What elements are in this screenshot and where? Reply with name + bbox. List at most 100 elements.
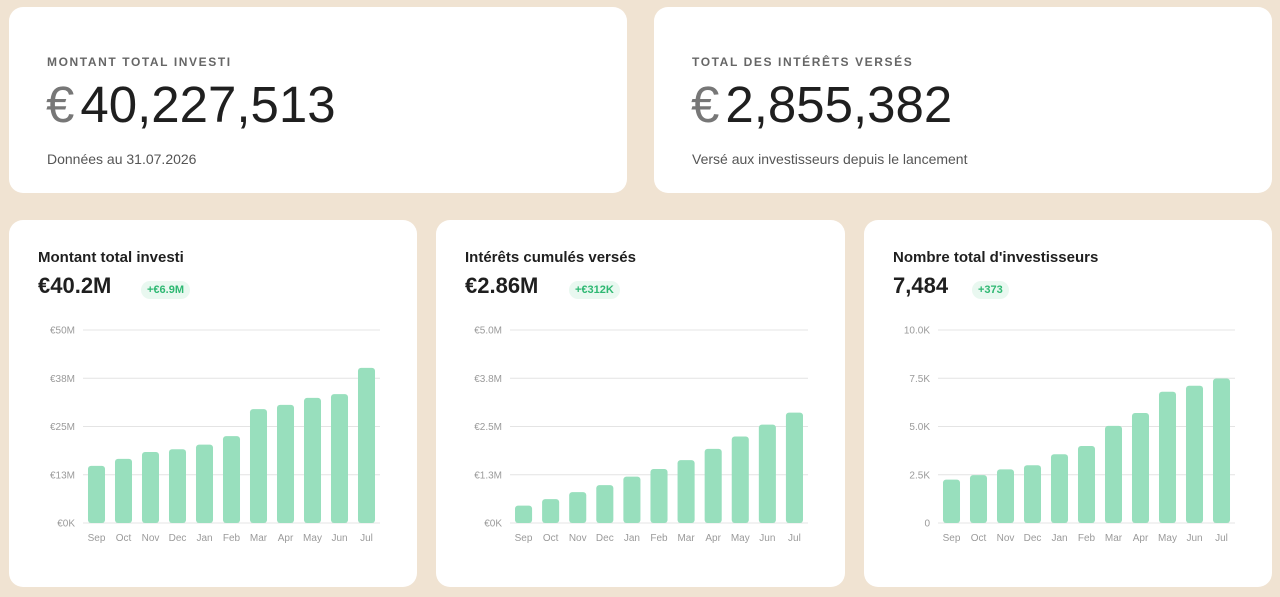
currency-symbol: €: [691, 76, 720, 133]
x-tick-label: Apr: [1133, 533, 1149, 544]
y-tick-label: €25M: [50, 422, 75, 433]
x-tick-label: Apr: [278, 533, 294, 544]
x-tick-label: Feb: [223, 533, 241, 544]
y-tick-label: €3.8M: [474, 374, 502, 385]
chart-card-interest: Intérêts cumulés versés €2.86M +€312K €0…: [436, 220, 845, 587]
bar-jun[interactable]: [1185, 385, 1204, 523]
y-tick-label: €1.3M: [474, 470, 502, 481]
bar-oct[interactable]: [969, 475, 988, 523]
bar-sep[interactable]: [942, 479, 961, 523]
bar-nov[interactable]: [141, 451, 160, 523]
x-tick-label: May: [731, 533, 750, 544]
x-tick-label: Mar: [1105, 533, 1123, 544]
x-tick-label: Jul: [788, 533, 801, 544]
bar-jan[interactable]: [623, 476, 641, 523]
y-tick-label: 0: [924, 519, 930, 530]
bar-mar[interactable]: [249, 409, 268, 523]
y-tick-label: 10.0K: [904, 326, 930, 337]
currency-symbol: €: [46, 76, 75, 133]
bar-may[interactable]: [303, 397, 322, 523]
x-tick-label: Jan: [196, 533, 212, 544]
x-tick-label: May: [1158, 533, 1177, 544]
bar-jul[interactable]: [1212, 378, 1231, 523]
x-tick-label: Nov: [997, 533, 1015, 544]
bar-chart: 0 2.5K 5.0K 7.5K 10.0K Sep Oct Nov Dec Jan Feb Mar A…: [904, 326, 1235, 544]
bar-may[interactable]: [1158, 391, 1177, 523]
bar-dec[interactable]: [596, 485, 614, 523]
x-tick-label: Nov: [142, 533, 160, 544]
bar-mar[interactable]: [677, 460, 695, 523]
x-tick-label: May: [303, 533, 322, 544]
chart-card-total-invested: Montant total investi €40.2M +€6.9M €0K €…: [9, 220, 417, 587]
delta-badge: +373: [972, 281, 1009, 299]
bar-jul[interactable]: [357, 367, 376, 523]
bar-chart: €0K €1.3M €2.5M €3.8M €5.0M Sep Oct Nov Dec Jan Fe…: [474, 326, 808, 544]
bar-jun[interactable]: [758, 424, 776, 523]
bar-may[interactable]: [731, 436, 749, 523]
x-tick-label: Jun: [1186, 533, 1202, 544]
x-tick-label: Dec: [169, 533, 187, 544]
stat-subtext: Versé aux investisseurs depuis le lancem…: [692, 151, 968, 167]
x-tick-label: Sep: [88, 533, 106, 544]
chart-headline: €40.2M: [38, 273, 112, 298]
bar-jun[interactable]: [330, 394, 349, 523]
bar-feb[interactable]: [1077, 445, 1096, 523]
x-tick-label: Dec: [596, 533, 614, 544]
x-tick-label: Mar: [250, 533, 268, 544]
bar-sep[interactable]: [87, 465, 106, 523]
x-tick-label: Nov: [569, 533, 587, 544]
y-tick-label: €38M: [50, 374, 75, 385]
bar-mar[interactable]: [1104, 425, 1123, 523]
x-tick-label: Jun: [759, 533, 775, 544]
y-tick-label: €0K: [484, 519, 502, 530]
bar-jan[interactable]: [195, 444, 214, 523]
stat-value: €40,227,513: [46, 79, 336, 130]
x-tick-label: Feb: [1078, 533, 1096, 544]
x-tick-label: Dec: [1024, 533, 1042, 544]
x-tick-label: Jan: [624, 533, 640, 544]
stat-amount: 2,855,382: [725, 76, 953, 133]
x-tick-label: Sep: [515, 533, 533, 544]
chart-title: Nombre total d'investisseurs: [893, 249, 1099, 266]
x-tick-label: Jul: [360, 533, 373, 544]
y-tick-label: €5.0M: [474, 326, 502, 337]
bar-chart: €0K €13M €25M €38M €50M Sep Oct Nov Dec Jan Feb Mar…: [50, 326, 380, 544]
y-tick-label: 2.5K: [909, 470, 930, 481]
bar-feb[interactable]: [222, 436, 241, 523]
stat-label: TOTAL DES INTÉRÊTS VERSÉS: [692, 55, 914, 69]
chart-card-investors: Nombre total d'investisseurs 7,484 +373 …: [864, 220, 1272, 587]
x-tick-label: Oct: [116, 533, 132, 544]
x-tick-label: Jul: [1215, 533, 1228, 544]
bar-jan[interactable]: [1050, 454, 1069, 523]
delta-badge: +€6.9M: [141, 281, 190, 299]
x-tick-label: Sep: [943, 533, 961, 544]
x-tick-label: Jun: [331, 533, 347, 544]
bar-oct[interactable]: [542, 499, 560, 523]
chart-title: Montant total investi: [38, 249, 184, 266]
bar-apr[interactable]: [276, 404, 295, 523]
bar-dec[interactable]: [1023, 465, 1042, 523]
bar-apr[interactable]: [1131, 412, 1150, 523]
x-tick-label: Feb: [650, 533, 668, 544]
bar-jul[interactable]: [785, 412, 803, 523]
x-tick-label: Apr: [705, 533, 721, 544]
bar-feb[interactable]: [650, 468, 668, 523]
y-tick-label: €50M: [50, 326, 75, 337]
bar-nov[interactable]: [569, 492, 587, 523]
bar-sep[interactable]: [515, 505, 533, 523]
bar-apr[interactable]: [704, 448, 722, 523]
y-tick-label: €13M: [50, 470, 75, 481]
delta-badge: +€312K: [569, 281, 620, 299]
y-tick-label: 5.0K: [909, 422, 930, 433]
bar-nov[interactable]: [996, 469, 1015, 523]
x-tick-label: Mar: [677, 533, 695, 544]
bar-oct[interactable]: [114, 458, 133, 523]
stat-amount: 40,227,513: [80, 76, 336, 133]
chart-title: Intérêts cumulés versés: [465, 249, 636, 266]
y-tick-label: 7.5K: [909, 374, 930, 385]
y-tick-label: €0K: [57, 519, 75, 530]
stat-card-total-interest: TOTAL DES INTÉRÊTS VERSÉS €2,855,382 Ver…: [654, 7, 1272, 193]
stat-label: MONTANT TOTAL INVESTI: [47, 55, 232, 69]
bar-dec[interactable]: [168, 449, 187, 523]
x-tick-label: Oct: [543, 533, 559, 544]
